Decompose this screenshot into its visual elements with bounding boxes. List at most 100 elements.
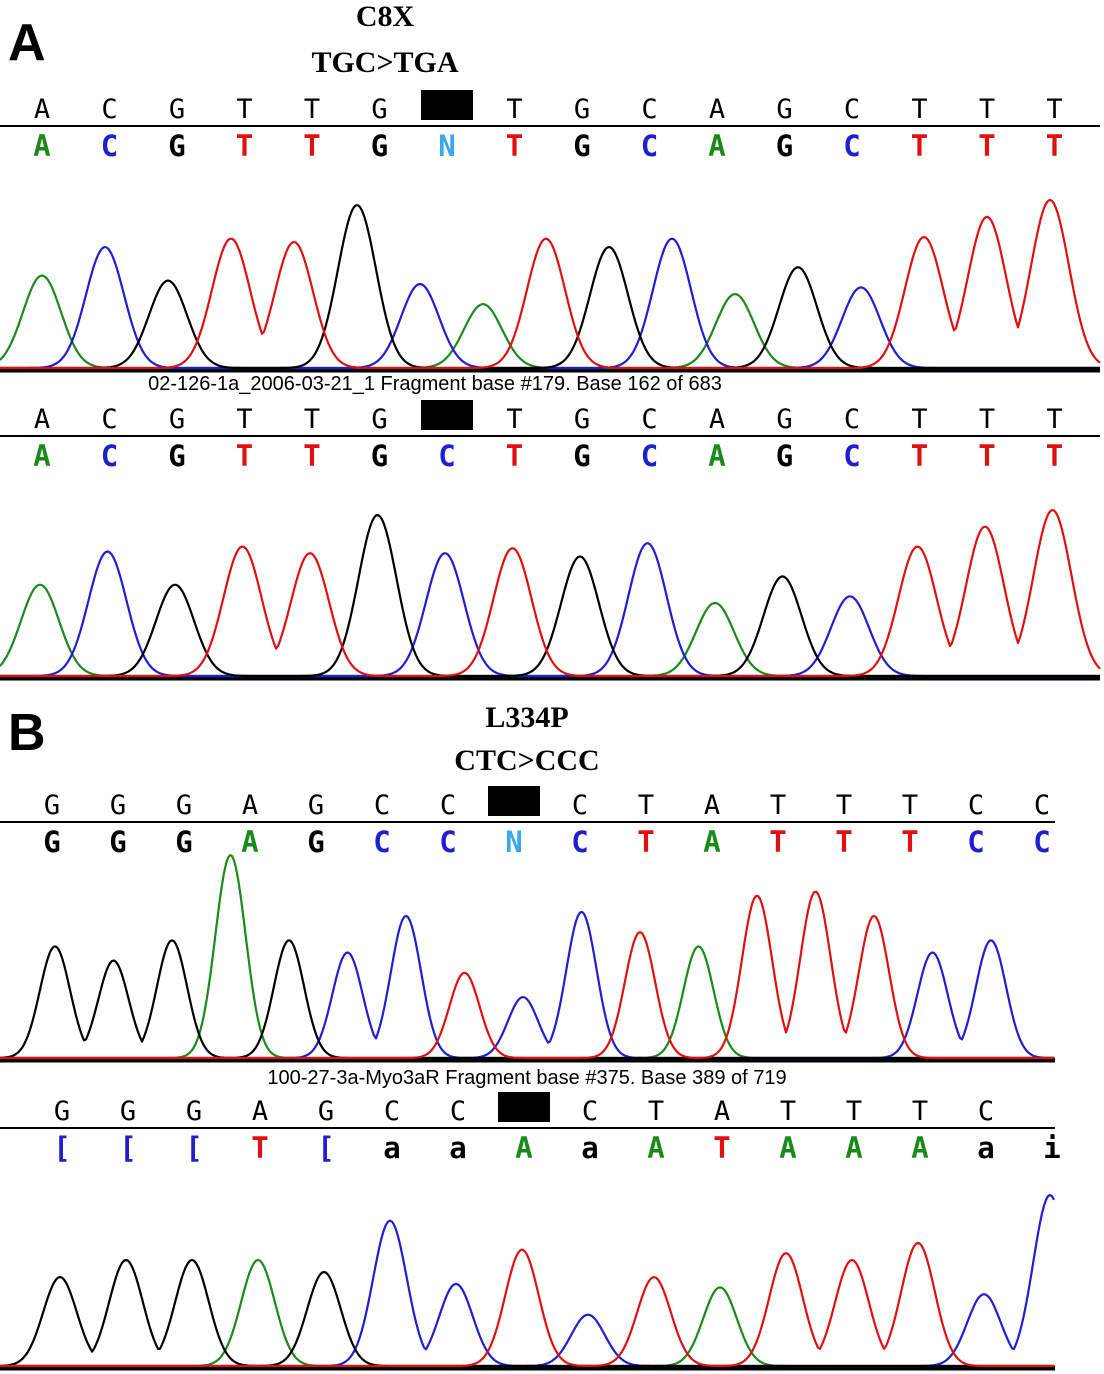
panel-a-track-2-reference-base: C (101, 404, 117, 435)
panel-a-track-1-base-call: A (708, 129, 725, 163)
panel-a-letter: A (8, 14, 46, 72)
panel-a-track-2-base-call: C (843, 439, 860, 473)
panel-b-track-1-base-call: A (241, 825, 258, 859)
panel-a-track-2-reference-base: T (236, 404, 252, 435)
panel-b-track-2-trace-t (0, 1241, 1054, 1368)
panel-a-track-2-reference-base: T (1046, 404, 1062, 435)
panel-b-track-1-trace-a (0, 853, 1054, 1060)
panel-a-track-2-base-call: C (438, 439, 455, 473)
panel-a-track-1-base-call: C (843, 129, 860, 163)
panel-a-track-2-highlight-box (421, 400, 473, 430)
panel-a-track-1-base-call: C (641, 129, 658, 163)
panel-b-codon-change-label: CTC>CCC (454, 744, 599, 777)
panel-b-track-2-base-call: a (449, 1131, 466, 1165)
panel-b-track-2-reference-base: T (846, 1096, 862, 1127)
panel-b-track-1-reference-base: C (968, 790, 984, 821)
panel-a-track-1-reference-base: A (34, 94, 50, 125)
panel-b-track-2-base-call: [ (185, 1131, 202, 1165)
panel-b-track-2-base-call: A (515, 1131, 532, 1165)
panel-b-track-2-base-call: [ (119, 1131, 136, 1165)
panel-a-track-2-base-call: T (978, 439, 995, 473)
panel-a-track-1-trace-a (0, 274, 1100, 370)
panel-b-track-2-reference-base: T (516, 1096, 532, 1127)
panel-b-track-2-base-call: a (977, 1131, 994, 1165)
panel-b-track-1-base-call: C (1033, 825, 1050, 859)
panel-a-track-1-reference-base: A (709, 94, 725, 125)
panel-a-track-1-base-call: G (371, 129, 388, 163)
panel-a-track-2-reference-base: G (169, 404, 185, 435)
panel-a-track-1-reference-base: G (371, 94, 387, 125)
panel-a-track-1-base-call: C (101, 129, 118, 163)
panel-b-track-2-base-call: i (1043, 1131, 1060, 1165)
panel-a-track-1-reference-base: N (439, 94, 455, 125)
panel-b-track-2-highlight-box (498, 1092, 550, 1122)
panel-a-track-2-base-call: C (641, 439, 658, 473)
panel-b-track-2-base-call: T (713, 1131, 730, 1165)
panel-a-track-1-trace-t (0, 198, 1101, 370)
panel-a-track-2-base-call: C (101, 439, 118, 473)
panel-b-track-2-reference-base: G (54, 1096, 70, 1127)
panel-b-track-1-reference-base: C (572, 790, 588, 821)
panel-a-track-2-trace-g (0, 513, 1100, 678)
panel-a-track-2-base-call: G (168, 439, 185, 473)
panel-a-track-1-highlight-box (421, 90, 473, 120)
panel-b-track-2-reference-base: T (780, 1096, 796, 1127)
panel-b-track-1-base-call: G (43, 825, 60, 859)
panel-a-track-2-base-call: G (371, 439, 388, 473)
panel-a-fragment-label: 02-126-1a_2006-03-21_1 Fragment base #17… (148, 373, 722, 395)
panel-a-reference-trace: A C G T T G C T G C A G C T T TA C G T T G C T G C A G C T T T (0, 400, 1101, 681)
panel-a-track-2-reference-base: T (506, 404, 522, 435)
panel-a-track-1-reference-base: G (169, 94, 185, 125)
panel-a-mutation-label: C8X (356, 0, 415, 33)
panel-b-mutant-trace: G G G A G C C N C T A T T T C CG G G A G C C N C T A T T T C C (0, 786, 1055, 1063)
panel-b-track-1-base-call: T (637, 825, 654, 859)
panel-a-mutant-trace: A C G T T G N T G C A G C T T TA C G T T G N T G C A G C T T T (0, 90, 1101, 373)
panel-b-track-2-reference-base: A (714, 1096, 730, 1127)
panel-a-track-1-reference-base: T (911, 94, 927, 125)
panel-a-track-1-base-call: T (1046, 129, 1063, 163)
panel-b-track-1-base-call: C (439, 825, 456, 859)
panel-b-track-2-reference-base: C (582, 1096, 598, 1127)
panel-a-track-1-reference-base: G (574, 94, 590, 125)
panel-b-track-1-base-call: C (571, 825, 588, 859)
panel-b-track-2-base-call: [ (317, 1131, 334, 1165)
panel-b-track-2-reference-base: G (318, 1096, 334, 1127)
panel-a-track-1-reference-base: T (506, 94, 522, 125)
panel-b-track-2-base-call: a (581, 1131, 598, 1165)
panel-a-track-2-reference-base: C (641, 404, 657, 435)
panel-a-track-1-base-call: T (303, 129, 320, 163)
panel-a-track-2-reference-base: T (979, 404, 995, 435)
panel-b-track-2-reference-base: C (978, 1096, 994, 1127)
panel-a-track-2-base-call: A (708, 439, 725, 473)
panel-a-track-2-base-call: A (33, 439, 50, 473)
panel-b-track-2-reference-base: T (912, 1096, 928, 1127)
panel-a-track-2-reference-base: T (911, 404, 927, 435)
panel-a-track-2-reference-base: G (371, 404, 387, 435)
panel-b-track-1-reference-base: T (638, 790, 654, 821)
panel-b-fragment-label: 100-27-3a-Myo3aR Fragment base #375. Bas… (267, 1067, 786, 1089)
panel-a-track-1-reference-base: G (776, 94, 792, 125)
panel-b-track-2-base-call: A (779, 1131, 796, 1165)
panel-a-track-2-reference-base: A (34, 404, 50, 435)
panel-a-track-1-base-call: T (911, 129, 928, 163)
panel-b-track-1-base-call: C (373, 825, 390, 859)
panel-a-track-2-base-call: T (303, 439, 320, 473)
panel-b-track-2-reference-base: T (648, 1096, 664, 1127)
panel-b-track-2-base-call: A (911, 1131, 928, 1165)
panel-b-track-1-reference-base: T (770, 790, 786, 821)
panel-b-track-1-base-call: G (175, 825, 192, 859)
panel-b-track-1-reference-base: N (506, 790, 522, 821)
panel-a-track-1-reference-base: T (236, 94, 252, 125)
panel-b-track-2-reference-base: A (252, 1096, 268, 1127)
panel-a-track-1-reference-base: T (1046, 94, 1062, 125)
panel-b-track-1-reference-base: G (44, 790, 60, 821)
panel-b-track-1-base-call: T (901, 825, 918, 859)
panel-a-track-2-base-call: T (911, 439, 928, 473)
panel-b-track-1-base-call: T (769, 825, 786, 859)
panel-a-track-2-reference-base: A (709, 404, 725, 435)
panel-b-track-1-reference-base: G (176, 790, 192, 821)
panel-b-track-1-trace-t (0, 890, 1054, 1060)
panel-b-track-2-reference-base: G (120, 1096, 136, 1127)
panel-b-track-2-base-call: T (251, 1131, 268, 1165)
